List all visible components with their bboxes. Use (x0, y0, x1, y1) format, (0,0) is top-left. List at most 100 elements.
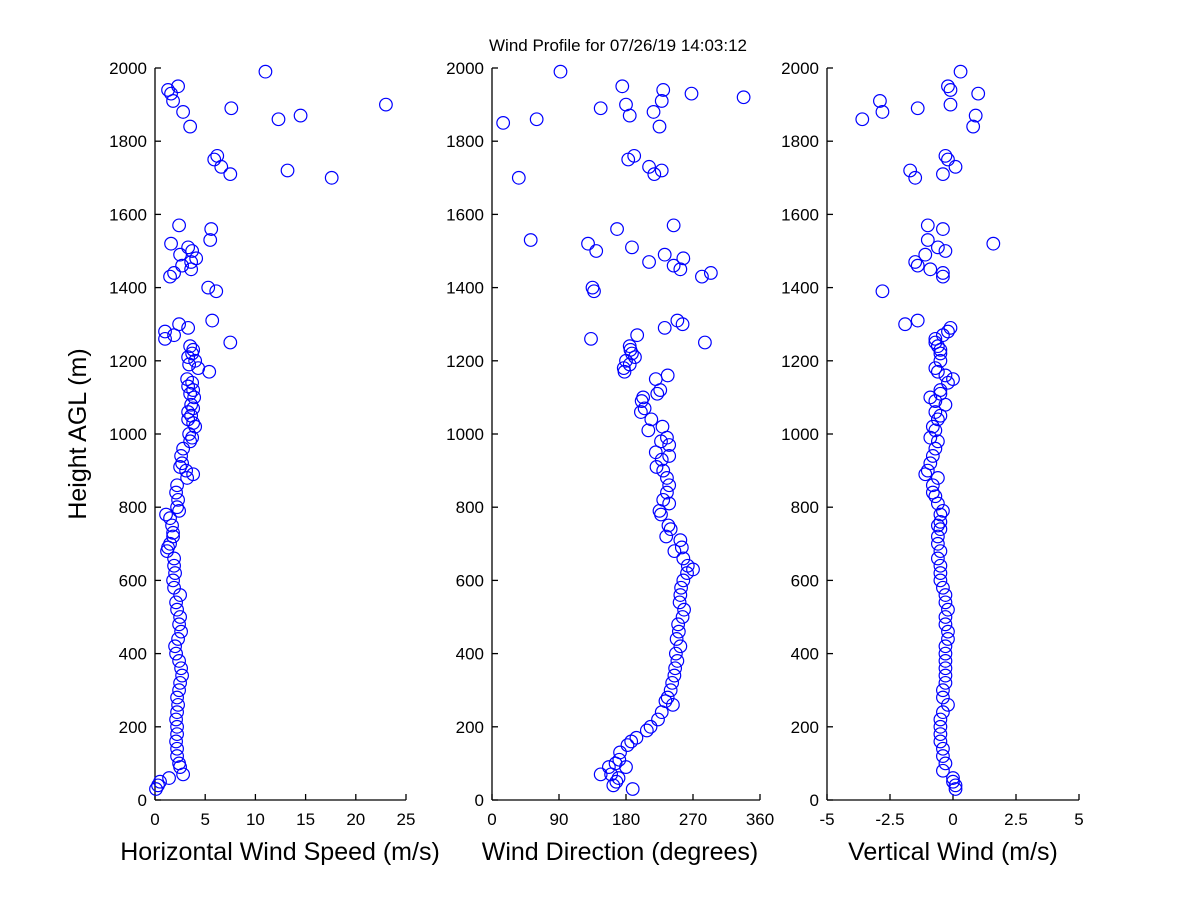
data-point (666, 258, 681, 273)
data-point (661, 518, 676, 533)
data-point (668, 661, 683, 676)
data-point (928, 489, 943, 504)
data-point (928, 361, 943, 376)
data-point (933, 566, 948, 580)
data-point (918, 467, 933, 482)
data-point (920, 463, 935, 478)
data-point (186, 383, 201, 397)
data-point (662, 478, 677, 493)
data-point (167, 266, 181, 280)
data-point (185, 375, 200, 390)
y-tick-label: 1200 (109, 352, 147, 371)
y-tick-label: 600 (791, 571, 819, 590)
data-point (933, 727, 948, 742)
data-point (181, 350, 196, 365)
y-tick-label: 200 (456, 718, 484, 737)
data-point (933, 346, 948, 361)
y-tick-label: 1400 (109, 279, 147, 298)
data-point (928, 423, 943, 438)
data-point (936, 749, 950, 763)
data-point (933, 719, 948, 734)
data-point (918, 247, 933, 262)
data-point (169, 646, 183, 661)
data-point (173, 610, 188, 624)
data-point (873, 94, 887, 108)
data-point (703, 266, 718, 280)
data-point (903, 163, 918, 178)
data-point (170, 727, 184, 742)
data-point (660, 471, 674, 485)
data-point (938, 646, 953, 661)
data-point (511, 170, 526, 185)
data-point (938, 368, 953, 383)
data-point (923, 390, 938, 405)
y-tick-label: 200 (119, 718, 147, 737)
data-point (637, 401, 652, 416)
x-tick-label: 270 (679, 810, 707, 829)
data-point (671, 617, 686, 632)
x-tick-label: 20 (346, 810, 365, 829)
y-tick-label: 1400 (781, 279, 819, 298)
data-point (946, 771, 960, 785)
data-point (676, 573, 691, 588)
data-point (651, 712, 665, 727)
data-point (180, 471, 195, 485)
data-point (214, 159, 229, 174)
panel-3: 0 200 400 600 800 1000 1200 1400 1600 1800 2000 -5 -… (781, 59, 1084, 866)
x-tick-label: 0 (948, 810, 957, 829)
data-point (183, 434, 198, 449)
data-point (680, 566, 694, 580)
data-point (643, 719, 658, 734)
data-point (224, 101, 239, 116)
data-point (169, 595, 183, 610)
data-point (930, 240, 945, 255)
x-tick-label: 360 (746, 810, 774, 829)
data-point (183, 386, 198, 401)
data-point (652, 119, 667, 134)
data-point (933, 353, 948, 368)
data-point (167, 551, 181, 566)
data-point (169, 485, 183, 500)
data-point (173, 247, 188, 262)
data-point (908, 255, 923, 269)
data-point (604, 767, 619, 782)
data-point (615, 79, 630, 94)
y-tick-label: 1200 (446, 352, 484, 371)
y-tick-label: 0 (138, 791, 147, 810)
data-point (654, 94, 669, 108)
data-point (941, 375, 955, 390)
data-point (176, 767, 191, 782)
data-point (930, 471, 945, 485)
data-point (936, 705, 950, 720)
data-point (938, 668, 953, 683)
data-point (933, 408, 948, 423)
data-point (948, 159, 963, 174)
data-point (172, 683, 186, 698)
data-point (698, 335, 712, 350)
y-tick-label: 1000 (446, 425, 484, 444)
data-point (163, 536, 177, 551)
data-point (941, 624, 955, 639)
data-point (172, 654, 186, 668)
data-point (933, 507, 948, 522)
data-point (941, 602, 955, 617)
data-point (280, 163, 295, 178)
data-point (936, 690, 950, 705)
data-point (676, 251, 691, 266)
y-tick-label: 400 (119, 645, 147, 664)
data-point (938, 661, 953, 676)
data-point (650, 386, 665, 401)
data-point (646, 105, 661, 119)
y-tick-label: 800 (791, 498, 819, 517)
data-point (653, 383, 668, 397)
data-point (641, 423, 656, 438)
data-point (184, 255, 199, 269)
data-point (151, 778, 165, 793)
data-point (662, 438, 677, 452)
data-point (667, 668, 682, 683)
x-tick-label: 2.5 (1004, 810, 1028, 829)
data-point (168, 566, 182, 580)
data-point (606, 778, 621, 793)
data-point (908, 170, 923, 185)
